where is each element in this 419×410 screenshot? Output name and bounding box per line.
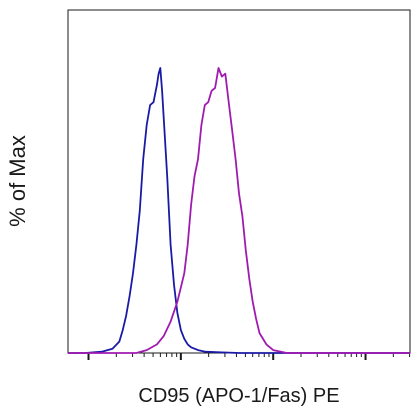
histogram-series-1 [68, 67, 410, 354]
series-layer [68, 67, 410, 354]
x-axis-label: CD95 (APO-1/Fas) PE [138, 385, 339, 407]
plot-frame [67, 9, 411, 354]
x-axis-ticks [87, 353, 411, 360]
y-axis-label: % of Max [5, 135, 30, 227]
histogram-series-2 [68, 67, 410, 354]
